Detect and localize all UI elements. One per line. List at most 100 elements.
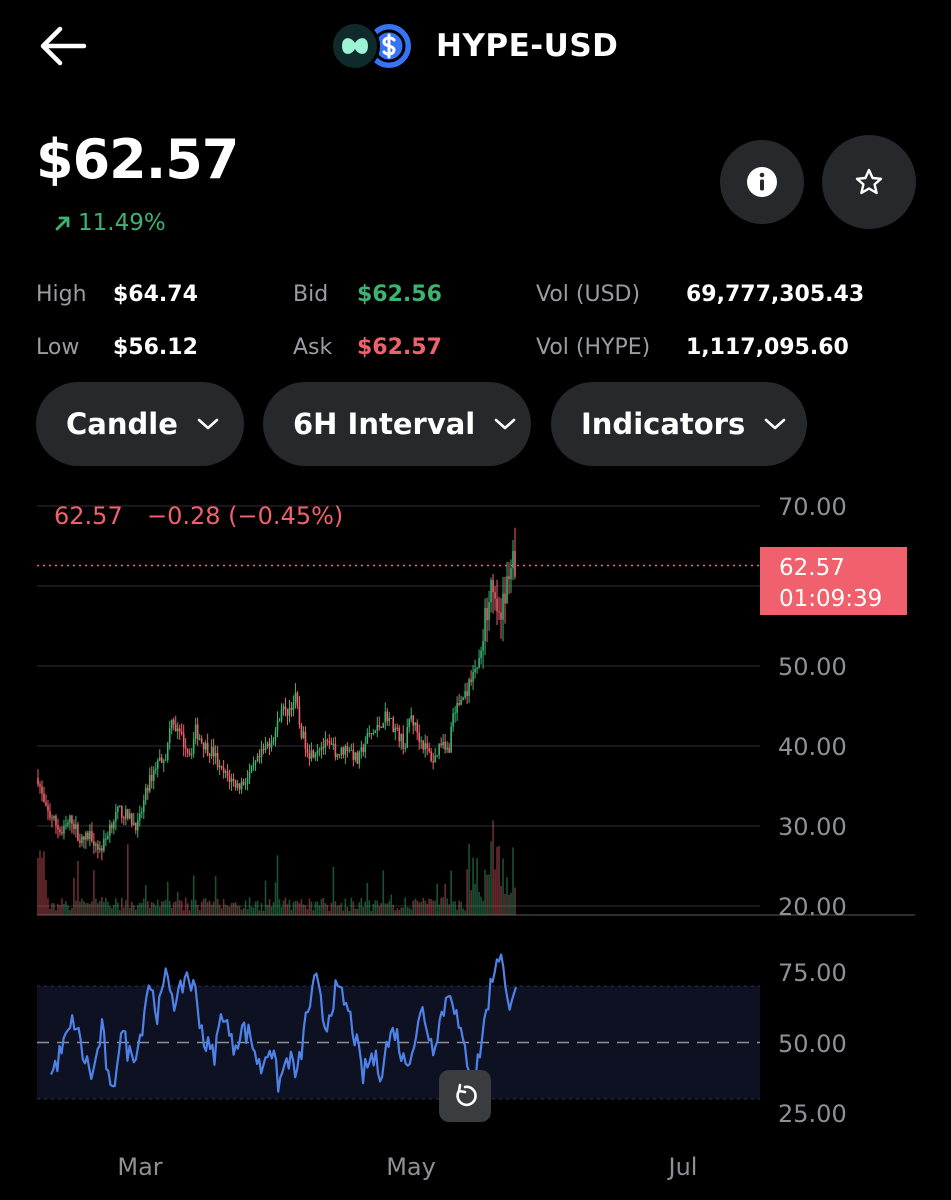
chart-grid bbox=[37, 505, 915, 916]
volume-bar bbox=[370, 910, 373, 915]
candle-body bbox=[109, 824, 111, 836]
volume-bar bbox=[298, 903, 301, 915]
market-stats: High $64.74 Low $56.12 Bid $62.56 Ask $6… bbox=[0, 278, 951, 368]
pair-header: HYPE-USD bbox=[328, 18, 618, 74]
legend-delta: −0.28 (−0.45%) bbox=[147, 502, 343, 530]
candle-body bbox=[346, 746, 349, 751]
volume-bar bbox=[127, 844, 129, 915]
candle-body bbox=[468, 679, 470, 696]
volume-bar bbox=[75, 900, 77, 915]
volume-bar bbox=[512, 847, 514, 915]
candle-body bbox=[47, 805, 49, 812]
top-bar: HYPE-USD bbox=[0, 0, 951, 95]
current-price: $62.57 bbox=[36, 128, 239, 191]
candle-body bbox=[134, 822, 137, 831]
bid-value: $62.56 bbox=[357, 282, 442, 307]
volume-bar bbox=[77, 860, 79, 915]
candle-body bbox=[140, 812, 143, 814]
vol-hype-value: 1,117,095.60 bbox=[686, 335, 849, 360]
volume-bar bbox=[236, 905, 239, 915]
indicators-dropdown[interactable]: Indicators bbox=[551, 382, 807, 466]
candle-body bbox=[356, 752, 359, 764]
volume-bar bbox=[300, 899, 303, 915]
candle-body bbox=[378, 725, 381, 728]
legend-last-price: 62.57 bbox=[54, 502, 123, 530]
volume-bar bbox=[83, 901, 85, 915]
candle-body bbox=[224, 771, 227, 773]
candle-body bbox=[196, 724, 199, 740]
candle-body bbox=[232, 778, 235, 781]
volume-bar bbox=[460, 901, 462, 915]
volume-bar bbox=[188, 910, 191, 915]
volume-bar bbox=[348, 910, 351, 915]
volume-bar bbox=[412, 900, 415, 915]
candle-body bbox=[400, 733, 403, 742]
volume-bar bbox=[109, 905, 111, 915]
candle-body bbox=[326, 740, 329, 742]
candle-body bbox=[174, 724, 177, 732]
candle-body bbox=[150, 775, 153, 781]
candle-body bbox=[148, 775, 151, 792]
price-chart[interactable]: 70.00 50.00 40.00 30.00 20.00 75.00 50.0… bbox=[0, 480, 951, 1200]
volume-bar bbox=[448, 904, 450, 915]
volume-bar bbox=[438, 904, 440, 915]
volume-bar bbox=[150, 902, 153, 915]
volume-bar bbox=[356, 908, 359, 915]
interval-dropdown[interactable]: 6H Interval bbox=[263, 382, 531, 466]
candle-body bbox=[428, 748, 430, 752]
candle-body bbox=[362, 747, 365, 753]
candle-body bbox=[188, 752, 191, 755]
chart-type-dropdown[interactable]: Candle bbox=[36, 382, 244, 466]
volume-bar bbox=[134, 909, 137, 915]
candle-body bbox=[286, 708, 289, 716]
price-tick-label: 70.00 bbox=[778, 493, 847, 521]
volume-bar bbox=[334, 901, 337, 915]
volume-bar bbox=[384, 903, 387, 915]
candle-body bbox=[220, 765, 223, 768]
volume-bar bbox=[408, 907, 411, 915]
candle-body bbox=[342, 747, 345, 755]
volume-bar bbox=[262, 910, 265, 915]
volume-bar bbox=[280, 907, 283, 915]
candle-body bbox=[436, 755, 438, 757]
candle-body bbox=[190, 753, 193, 755]
candle-body bbox=[61, 832, 63, 834]
volume-bar bbox=[462, 908, 464, 915]
candle-body bbox=[202, 742, 205, 750]
candle-body bbox=[168, 728, 171, 743]
interval-label: 6H Interval bbox=[293, 407, 476, 441]
candle-body bbox=[113, 821, 115, 829]
candle-body bbox=[478, 658, 480, 668]
reset-chart-button[interactable] bbox=[439, 1070, 491, 1122]
back-button[interactable] bbox=[36, 24, 90, 68]
volume-bar bbox=[466, 869, 468, 915]
candle-body bbox=[208, 754, 211, 756]
volume-bar bbox=[172, 902, 175, 915]
candle-body bbox=[344, 746, 347, 755]
volume-bar bbox=[152, 903, 155, 915]
volume-bar bbox=[378, 905, 381, 915]
watchlist-star-button[interactable] bbox=[822, 135, 916, 229]
volume-bar bbox=[93, 870, 95, 915]
volume-bar bbox=[388, 900, 391, 915]
volume-bar bbox=[47, 898, 49, 915]
volume-bar bbox=[380, 902, 383, 915]
volume-bar bbox=[71, 907, 73, 915]
volume-bar bbox=[488, 874, 490, 915]
volume-bar bbox=[288, 899, 291, 915]
candle-body bbox=[442, 741, 444, 746]
candle-body bbox=[51, 817, 53, 819]
volume-bar bbox=[113, 904, 115, 915]
candle-body bbox=[95, 844, 97, 846]
volume-bar bbox=[430, 899, 432, 915]
candle-body bbox=[268, 743, 271, 748]
info-button[interactable] bbox=[720, 140, 804, 224]
candle-body bbox=[210, 747, 213, 756]
volume-bars bbox=[37, 820, 516, 915]
candle-body bbox=[136, 820, 139, 831]
volume-bar bbox=[344, 898, 347, 915]
volume-bar bbox=[166, 881, 169, 915]
volume-bar bbox=[87, 903, 89, 915]
candle-body bbox=[194, 724, 197, 739]
volume-bar bbox=[278, 899, 281, 915]
